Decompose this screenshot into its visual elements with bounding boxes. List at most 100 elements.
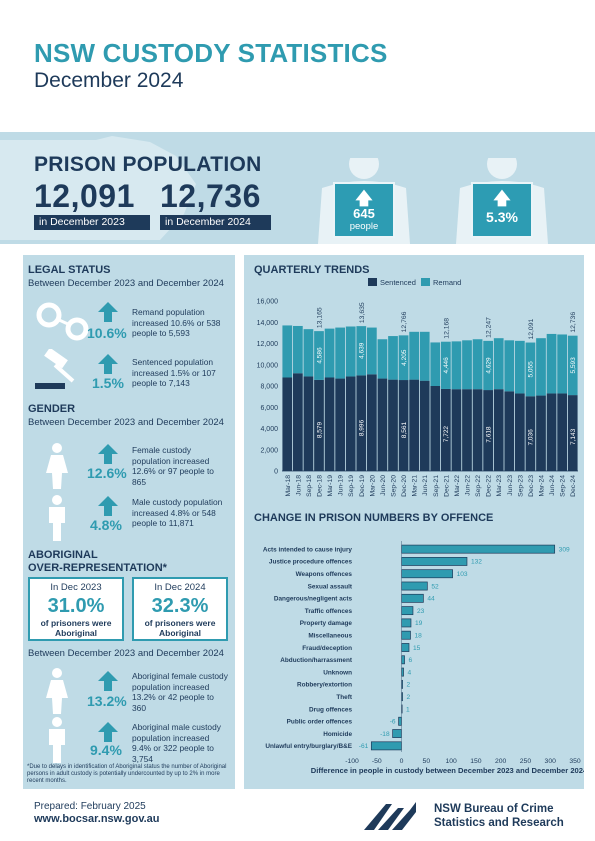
- bar-sentenced: [419, 380, 430, 471]
- male-icon: [49, 495, 65, 541]
- bar-label-sentenced: 8,996: [359, 419, 366, 436]
- aboriginal-subheading: Between December 2023 and December 2024: [28, 648, 224, 659]
- x-tick-label: Sep-23: [517, 475, 524, 497]
- prepared-date: Prepared: February 2025: [34, 801, 146, 812]
- bar-sentenced: [525, 396, 536, 471]
- bar-label-remand: 4,205: [401, 349, 408, 366]
- bar-remand: [567, 335, 578, 396]
- bar-sentenced: [314, 379, 324, 471]
- bar-sentenced: [514, 393, 525, 471]
- x-tick-label: 50: [423, 758, 431, 765]
- offence-category-label: Robbery/extortion: [297, 682, 352, 689]
- prison-population-heading: PRISON POPULATION: [34, 153, 262, 176]
- up-arrow-icon: [98, 496, 118, 516]
- population-dec-2023-label: in December 2023: [34, 215, 150, 230]
- x-tick-label: Dec-23: [528, 475, 535, 497]
- offence-category-label: Sexual assault: [308, 583, 353, 590]
- aboriginal-female-change-pct: 13.2%: [87, 693, 127, 709]
- x-tick-label: Jun-21: [422, 475, 429, 496]
- gender-heading: GENDER: [28, 403, 76, 415]
- bar-label-remand: 5,055: [528, 361, 535, 378]
- remand-change-text: Remand population increased 10.6% or 538…: [132, 307, 221, 338]
- bar-remand: [398, 335, 409, 381]
- offence-category-label: Unknown: [323, 669, 352, 676]
- total-label: 12,247: [486, 317, 493, 338]
- x-tick-label: Mar-23: [496, 475, 503, 497]
- x-tick-label: Sep-20: [391, 475, 398, 497]
- change-by-offence-chart: CHANGE IN PRISON NUMBERS BY OFFENCE Acts…: [254, 512, 584, 775]
- offence-value-label: 1: [406, 706, 410, 713]
- bar-sentenced: [440, 388, 451, 471]
- aboriginal-dec-2024-desc: of prisoners were Aboriginal: [144, 618, 216, 638]
- offence-category-label: Drug offences: [309, 706, 352, 713]
- bar-remand: [292, 325, 303, 374]
- offence-category-label: Homicide: [323, 731, 352, 738]
- offence-bar: [401, 581, 428, 591]
- x-tick-label: Sep-18: [306, 475, 313, 497]
- up-arrow-icon: [98, 354, 118, 374]
- aboriginal-dec-2023-pct: 31.0%: [47, 595, 105, 617]
- total-label: 12,736: [570, 312, 577, 333]
- bar-remand: [345, 326, 356, 377]
- male-change-pct: 4.8%: [90, 517, 122, 533]
- bar-remand: [388, 336, 398, 380]
- offence-value-label: 19: [415, 620, 423, 627]
- bar-remand: [282, 325, 293, 378]
- left-panel: LEGAL STATUS Between December 2023 and D…: [23, 255, 235, 789]
- aboriginal-male-change-text: Aboriginal male custody population incre…: [132, 722, 221, 764]
- x-tick-label: Dec-21: [443, 475, 450, 497]
- x-tick-label: -50: [372, 758, 382, 765]
- aboriginal-dec-2023-box: In Dec 2023 31.0% of prisoners were Abor…: [28, 577, 124, 641]
- handcuffs-icon: [36, 302, 89, 341]
- legal-status-heading: LEGAL STATUS: [28, 264, 111, 276]
- change-by-offence-xlabel: Difference in people in custody between …: [311, 766, 584, 775]
- up-arrow-icon: [98, 671, 118, 691]
- x-tick-label: Mar-19: [327, 475, 334, 497]
- total-label: 12,766: [401, 311, 408, 332]
- offence-bar: [401, 593, 424, 603]
- y-tick-label: 16,000: [257, 299, 279, 306]
- population-dec-2023: 12,091: [34, 178, 135, 214]
- offence-category-label: Acts intended to cause injury: [263, 546, 353, 553]
- offence-category-label: Weapons offences: [296, 571, 353, 578]
- person-holding-sign-percent: 🡅 5.3%: [450, 158, 554, 244]
- gender-subheading: Between December 2023 and December 2024: [28, 417, 224, 428]
- bar-sentenced: [504, 391, 515, 471]
- bar-remand: [356, 326, 367, 376]
- offence-category-label: Property damage: [300, 620, 353, 627]
- up-arrow-icon: 🡅: [493, 189, 511, 208]
- offence-category-label: Justice procedure offences: [269, 559, 353, 566]
- offence-category-label: Public order offences: [287, 719, 353, 726]
- y-tick-label: 4,000: [260, 426, 278, 433]
- aboriginal-dec-2024-label: In Dec 2024: [154, 582, 206, 593]
- y-tick-label: 0: [274, 469, 278, 476]
- bar-label-remand: 4,639: [359, 342, 366, 359]
- population-dec-2024: 12,736: [160, 178, 261, 214]
- bar-sentenced: [324, 377, 335, 471]
- bar-label-sentenced: 7,143: [570, 428, 577, 445]
- bar-sentenced: [567, 395, 578, 471]
- bar-sentenced: [557, 393, 568, 471]
- remand-change-pct: 10.6%: [87, 325, 127, 341]
- x-tick-label: Dec-20: [401, 475, 408, 497]
- offence-value-label: 4: [408, 669, 412, 676]
- offence-value-label: 18: [414, 633, 422, 640]
- sentenced-change-pct: 1.5%: [92, 375, 124, 391]
- offence-value-label: 6: [409, 657, 413, 664]
- change-percent-sign: 🡅 5.3%: [471, 182, 533, 238]
- offence-value-label: -61: [359, 743, 369, 750]
- sentenced-change-text: Sentenced population increased 1.5% or 1…: [132, 357, 216, 388]
- bar-remand: [536, 338, 546, 396]
- bar-label-sentenced: 7,618: [485, 426, 492, 443]
- change-people-sign: 🡅 645 people: [333, 182, 395, 238]
- x-tick-label: Jun-22: [465, 475, 472, 496]
- bar-label-sentenced: 7,036: [528, 429, 535, 446]
- bar-remand: [303, 329, 314, 377]
- website-link[interactable]: www.bocsar.nsw.gov.au: [34, 813, 160, 825]
- legend-swatch-sentenced: [368, 278, 377, 286]
- bar-sentenced: [430, 386, 441, 471]
- x-tick-label: 350: [569, 758, 581, 765]
- x-tick-label: Jun-24: [549, 475, 556, 496]
- offence-category-label: Theft: [336, 694, 352, 701]
- bar-label-remand: 4,629: [485, 357, 492, 374]
